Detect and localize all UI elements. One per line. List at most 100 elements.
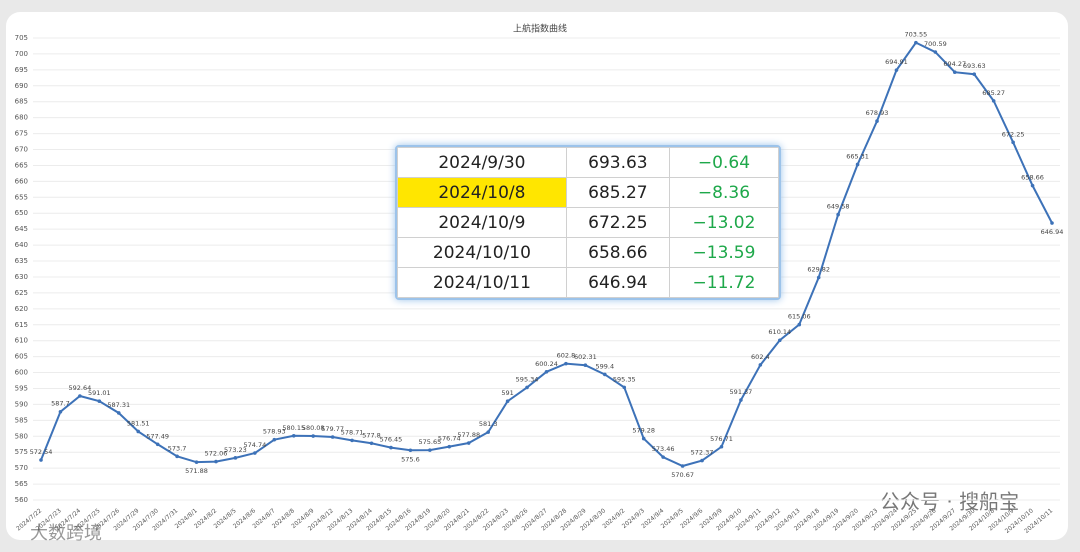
table-cell: 2024/10/9	[397, 207, 567, 238]
data-label: 577.88	[457, 431, 480, 439]
data-label: 672.25	[1002, 130, 1025, 138]
point	[739, 398, 743, 402]
point	[525, 385, 529, 390]
point	[758, 363, 763, 367]
y-tick-label: 605	[15, 353, 28, 361]
y-tick-label: 575	[15, 448, 28, 456]
table-cell: 2024/10/11	[397, 267, 567, 298]
table-row: 2024/9/30 693.63 −0.64	[397, 147, 779, 178]
table-cell: −13.59	[668, 237, 779, 268]
data-label: 595.35	[613, 375, 636, 383]
data-label: 575.65	[418, 438, 441, 446]
y-tick-label: 640	[15, 241, 28, 249]
data-label: 571.88	[185, 467, 208, 475]
point	[641, 436, 646, 441]
point	[330, 435, 335, 439]
point	[816, 275, 821, 280]
data-label: 658.66	[1021, 174, 1044, 182]
y-tick-label: 665	[15, 161, 28, 169]
point	[486, 430, 490, 434]
point	[875, 119, 879, 123]
chart-title: 上航指数曲线	[513, 23, 567, 35]
point	[194, 460, 199, 464]
data-label: 678.93	[866, 109, 889, 117]
point	[622, 385, 627, 390]
point	[1030, 183, 1035, 188]
point	[505, 399, 510, 404]
table: 2024/9/30 693.63 −0.64 2024/10/8 685.27 −8.36…	[395, 145, 781, 300]
data-label: 572.06	[205, 450, 228, 458]
data-label: 602.31	[574, 353, 597, 361]
point	[991, 99, 996, 103]
data-label: 693.63	[963, 62, 986, 70]
point	[233, 456, 238, 460]
data-label: 602.4	[751, 353, 770, 361]
table-cell: 2024/9/30	[397, 147, 567, 178]
y-tick-label: 625	[15, 289, 28, 297]
point	[447, 444, 452, 449]
data-label: 575.6	[401, 455, 420, 463]
y-tick-label: 620	[15, 305, 28, 313]
point	[39, 458, 43, 462]
y-tick-label: 690	[15, 82, 28, 90]
point	[311, 434, 315, 438]
data-label: 578.93	[263, 428, 286, 436]
y-tick-label: 680	[15, 114, 28, 122]
table-cell: 646.94	[565, 267, 670, 298]
data-label: 581.3	[479, 420, 498, 428]
data-label: 665.31	[846, 152, 869, 160]
y-tick-label: 595	[15, 384, 28, 392]
data-label: 570.67	[671, 471, 694, 479]
point	[389, 445, 393, 450]
data-label: 600.24	[535, 360, 558, 368]
point	[291, 433, 296, 438]
data-label: 579.77	[321, 425, 344, 433]
point	[933, 50, 938, 54]
point	[952, 70, 957, 74]
point	[1050, 221, 1054, 225]
point	[1011, 140, 1015, 145]
y-tick-label: 570	[15, 464, 28, 472]
data-label: 591.37	[730, 388, 753, 396]
point	[466, 441, 471, 445]
y-tick-label: 610	[15, 337, 28, 345]
point	[700, 458, 704, 463]
point	[214, 459, 218, 464]
y-tick-label: 600	[15, 369, 28, 377]
point	[564, 361, 568, 366]
point	[175, 454, 179, 459]
point	[680, 464, 685, 468]
data-label: 592.64	[69, 384, 92, 392]
data-label: 572.37	[691, 449, 714, 457]
table-cell: 658.66	[565, 237, 670, 268]
point	[914, 40, 918, 45]
data-label: 577.8	[362, 431, 381, 439]
point	[603, 372, 607, 377]
data-label: 577.49	[146, 432, 169, 440]
table-cell: 693.63	[565, 147, 670, 178]
table-row: 2024/10/8 685.27 −8.36	[397, 177, 779, 208]
point	[855, 162, 860, 167]
point	[583, 363, 588, 367]
y-tick-label: 630	[15, 273, 28, 281]
y-tick-label: 705	[15, 34, 28, 42]
data-label: 685.27	[982, 89, 1005, 97]
point	[253, 451, 257, 455]
y-tick-label: 695	[15, 66, 28, 74]
point	[428, 448, 432, 452]
point	[116, 411, 121, 415]
data-label: 573.46	[652, 445, 675, 453]
point	[369, 441, 374, 446]
y-tick-label: 675	[15, 130, 28, 138]
data-label: 649.58	[827, 203, 850, 211]
data-label: 579.28	[632, 427, 655, 435]
data-label: 694.91	[885, 58, 908, 66]
data-label: 599.4	[596, 362, 615, 370]
point	[58, 409, 63, 414]
data-label: 646.94	[1041, 228, 1064, 236]
y-tick-label: 635	[15, 257, 28, 265]
data-label: 573.7	[168, 444, 187, 452]
data-label: 610.14	[768, 328, 791, 336]
y-tick-label: 580	[15, 432, 28, 440]
